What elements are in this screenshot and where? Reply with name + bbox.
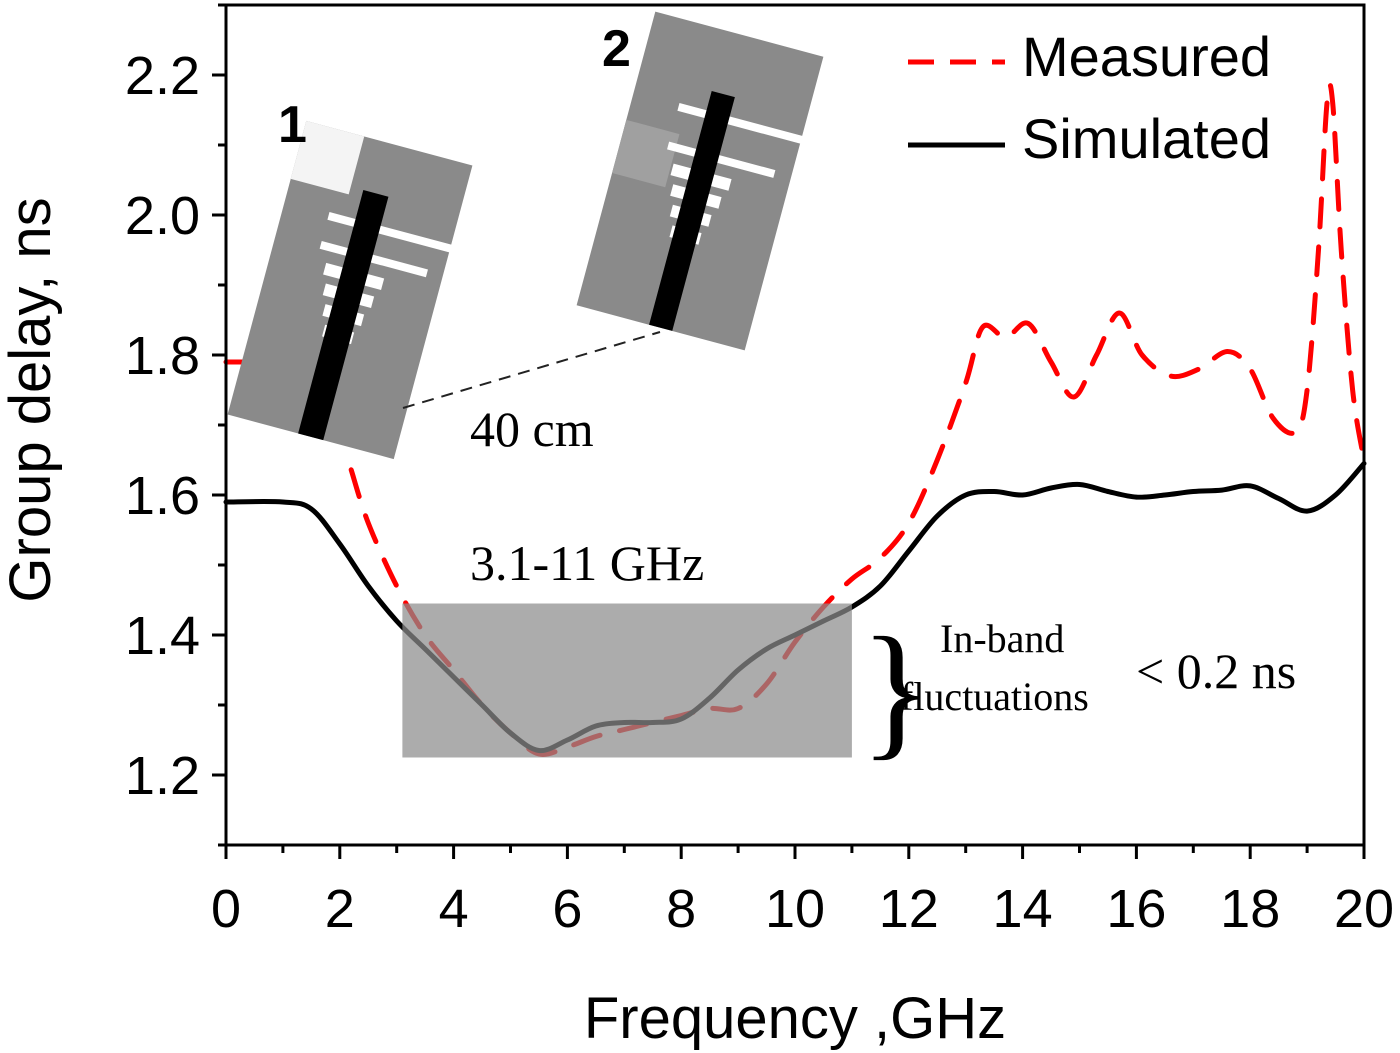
x-tick-label: 0 [211, 879, 241, 939]
y-tick-label: 1.2 [125, 746, 200, 806]
x-tick-label: 2 [325, 879, 355, 939]
x-tick-label: 10 [765, 879, 825, 939]
x-tick-label: 8 [666, 879, 696, 939]
fluctuation-label-2: fluctuations [900, 674, 1089, 719]
y-tick-label: 2.2 [125, 46, 200, 106]
y-tick-label: 2.0 [125, 186, 200, 246]
fluctuation-label-1: In-band [940, 616, 1064, 661]
distance-dashed-line [402, 331, 661, 409]
tick-labels: 0 2 4 6 8 10 12 14 16 18 20 1.2 1.4 1.6 1.8 2.0 2.2 [125, 46, 1394, 939]
x-axis-label: Frequency ,GHz [584, 986, 1006, 1051]
y-tick-label: 1.6 [125, 466, 200, 526]
distance-label: 40 cm [470, 401, 594, 457]
inset-1-label: 1 [278, 96, 307, 154]
inset-2-label: 2 [602, 20, 631, 78]
x-tick-label: 4 [439, 879, 469, 939]
y-axis-label: Group delay, ns [0, 197, 63, 602]
y-tick-label: 1.4 [125, 606, 200, 666]
x-tick-label: 14 [993, 879, 1053, 939]
legend: Measured Simulated [908, 25, 1271, 170]
legend-simulated-label: Simulated [1022, 107, 1271, 170]
x-tick-label: 16 [1106, 879, 1166, 939]
legend-measured-label: Measured [1022, 25, 1271, 88]
fluctuation-value: < 0.2 ns [1136, 643, 1296, 699]
x-tick-label: 6 [552, 879, 582, 939]
antenna-inset-1 [227, 120, 473, 460]
in-band-shaded-region [402, 603, 852, 758]
antenna-inset-2 [576, 11, 824, 351]
x-tick-label: 12 [879, 879, 939, 939]
band-label: 3.1-11 GHz [470, 535, 704, 591]
plot-frame [224, 3, 1366, 847]
x-tick-label: 18 [1220, 879, 1280, 939]
x-tick-label: 20 [1334, 879, 1394, 939]
y-tick-label: 1.8 [125, 326, 200, 386]
brace: } [860, 607, 932, 773]
